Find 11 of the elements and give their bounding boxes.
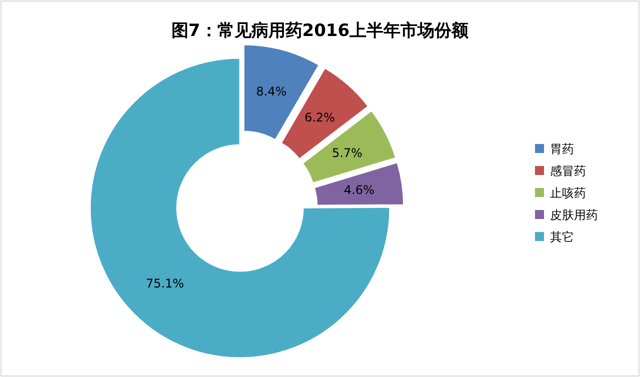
legend-label: 感冒药: [550, 164, 586, 178]
chart-title: 图7：常见病用药2016上半年市场份额: [171, 21, 470, 41]
legend-label: 止咳药: [550, 186, 586, 200]
legend-label: 胃药: [550, 142, 574, 156]
data-label: 5.7%: [332, 146, 362, 160]
data-label: 75.1%: [146, 276, 184, 291]
legend-label: 其它: [550, 230, 574, 244]
data-label: 4.6%: [344, 182, 374, 197]
data-label: 8.4%: [256, 84, 287, 99]
data-label: 6.2%: [304, 110, 335, 125]
legend-label: 皮肤用药: [550, 208, 598, 222]
